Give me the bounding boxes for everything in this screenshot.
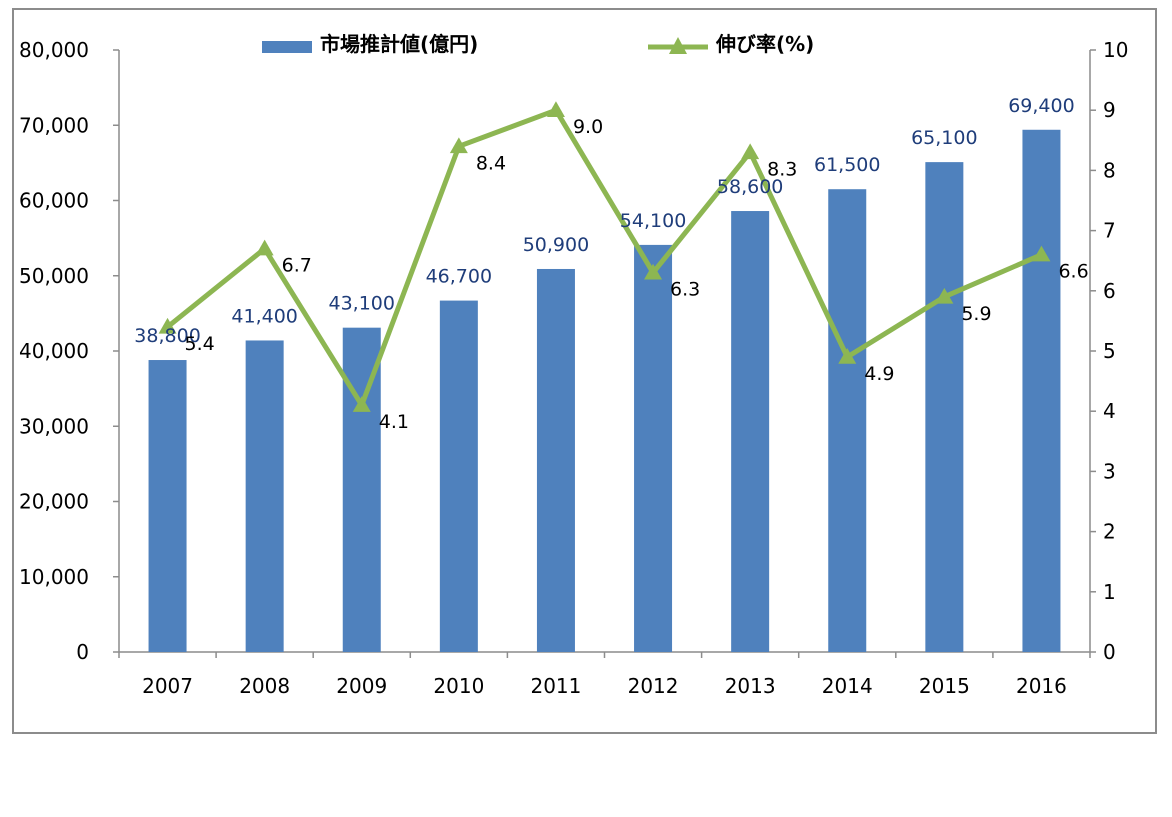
growth-rate-label: 9.0 — [573, 116, 603, 138]
bar-value-label: 46,700 — [426, 266, 492, 288]
left-axis-tick-label: 60,000 — [19, 189, 89, 213]
growth-rate-label: 4.9 — [864, 363, 894, 385]
x-axis-tick-label: 2009 — [336, 674, 387, 698]
bar-value-label: 41,400 — [231, 305, 297, 327]
bar — [634, 244, 673, 652]
growth-rate-label: 6.6 — [1058, 261, 1088, 283]
growth-rate-line — [165, 107, 1044, 408]
bar-value-label: 58,600 — [717, 176, 783, 198]
growth-rate-point — [935, 287, 954, 304]
bar-value-label: 43,100 — [329, 293, 395, 315]
x-axis-tick-label: 2012 — [628, 674, 679, 698]
axes-layer: 0 10,000 20,000 30,000 40,000 50,000 60,000 70,… — [19, 38, 1128, 698]
growth-rate-point — [449, 137, 468, 154]
left-axis-tick-label: 0 — [76, 640, 89, 664]
bar-value-label: 50,900 — [523, 234, 589, 256]
right-axis-tick-label: 8 — [1103, 158, 1116, 182]
left-axis-tick-label: 40,000 — [19, 339, 89, 363]
growth-rate-label: 8.3 — [767, 158, 797, 180]
growth-rate-point — [546, 101, 565, 117]
growth-rate-label: 5.4 — [185, 333, 215, 355]
bar-value-label: 69,400 — [1008, 95, 1074, 117]
labels-layer: 38,800 41,400 43,100 46,700 50,900 54,100 58,6… — [134, 95, 1088, 433]
legend-bar-label: 市場推計値(億円) — [320, 32, 478, 56]
bar — [439, 300, 478, 652]
growth-rate-point — [838, 348, 857, 364]
x-axis-tick-label: 2013 — [725, 674, 776, 698]
right-axis-tick-label: 5 — [1103, 339, 1116, 363]
chart-frame — [12, 8, 1157, 734]
left-axis-tick-label: 10,000 — [19, 565, 89, 589]
bar-value-label: 54,100 — [620, 210, 686, 232]
bar — [1022, 129, 1061, 652]
growth-rate-label: 6.7 — [282, 255, 312, 277]
legend: 市場推計値(億円) 伸び率(%) — [262, 32, 814, 56]
bar-value-label: 65,100 — [911, 127, 977, 149]
legend-triangle-icon — [669, 37, 687, 54]
growth-rate-point — [255, 239, 274, 256]
left-axis-tick-label: 70,000 — [19, 113, 89, 137]
right-axis-tick-label: 6 — [1103, 279, 1116, 303]
right-axis-tick-label: 3 — [1103, 459, 1116, 483]
right-axis-tick-label: 9 — [1103, 98, 1116, 122]
growth-rate-point — [352, 396, 371, 412]
bar — [148, 360, 187, 652]
left-axis-tick-label: 80,000 — [19, 38, 89, 62]
growth-rate-point — [158, 317, 177, 334]
bar-value-label: 38,800 — [134, 325, 200, 347]
right-axis-tick-label: 7 — [1103, 219, 1116, 243]
right-axis-tick-label: 4 — [1103, 399, 1116, 423]
x-axis-tick-label: 2015 — [919, 674, 970, 698]
growth-rate-point — [741, 143, 760, 160]
x-axis-tick-label: 2016 — [1016, 674, 1067, 698]
bar-value-label: 61,500 — [814, 154, 880, 176]
bar — [731, 211, 770, 652]
bar — [925, 162, 964, 652]
line-layer — [158, 101, 1051, 412]
x-axis-tick-label: 2011 — [530, 674, 581, 698]
legend-line-label: 伸び率(%) — [715, 32, 814, 56]
x-axis-tick-label: 2008 — [239, 674, 290, 698]
right-axis-tick-label: 10 — [1103, 38, 1128, 62]
bars-layer — [148, 129, 1061, 652]
left-axis-tick-label: 50,000 — [19, 264, 89, 288]
right-axis-tick-label: 2 — [1103, 520, 1116, 544]
x-axis-tick-label: 2010 — [433, 674, 484, 698]
right-axis-tick-label: 1 — [1103, 580, 1116, 604]
left-axis-tick-label: 30,000 — [19, 414, 89, 438]
right-axis-tick-label: 0 — [1103, 640, 1116, 664]
bar — [536, 268, 575, 652]
bar — [245, 340, 284, 652]
left-axis-tick-label: 20,000 — [19, 490, 89, 514]
growth-rate-point — [644, 263, 663, 280]
growth-rate-label: 4.1 — [379, 411, 409, 433]
legend-bar-swatch — [262, 41, 312, 53]
growth-rate-label: 8.4 — [476, 152, 506, 174]
growth-rate-label: 6.3 — [670, 279, 700, 301]
growth-rate-label: 5.9 — [961, 303, 991, 325]
growth-rate-point — [1032, 245, 1051, 262]
x-axis-tick-label: 2014 — [822, 674, 873, 698]
x-axis-tick-label: 2007 — [142, 674, 193, 698]
bar — [828, 189, 867, 652]
